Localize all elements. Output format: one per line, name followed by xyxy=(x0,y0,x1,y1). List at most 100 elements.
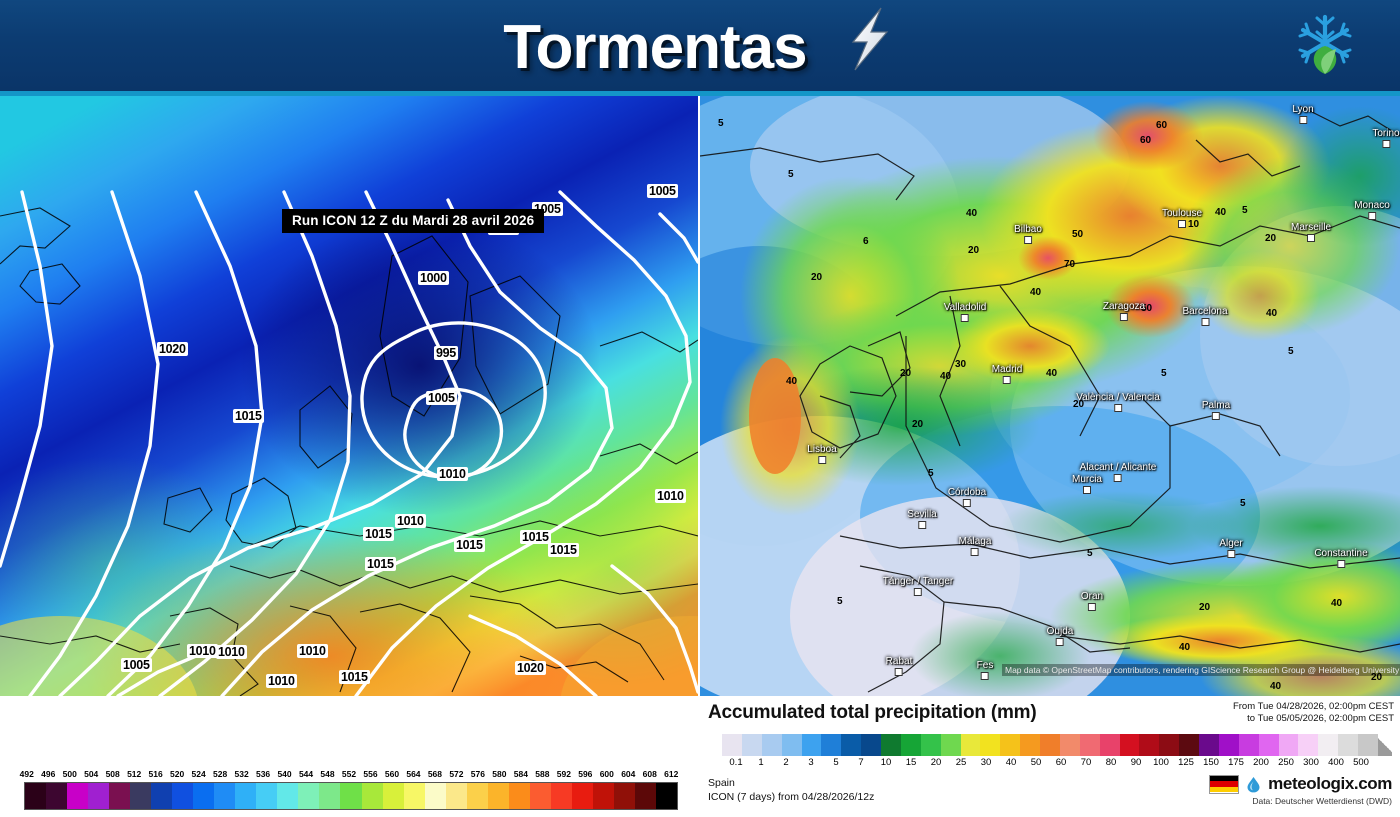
meteologix-brand[interactable]: meteologix.com Data: Deutscher Wetterdie… xyxy=(1209,774,1392,806)
city-label-text: Zaragoza xyxy=(1102,301,1146,312)
city-label: Toulouse xyxy=(1162,208,1202,228)
precip-colorbar xyxy=(708,734,1392,756)
colorbar-swatches xyxy=(722,734,1378,756)
city-label-text: Sevilla xyxy=(907,509,937,520)
geopotential-tick: 544 xyxy=(298,769,314,779)
geopotential-swatch xyxy=(487,783,509,809)
city-marker-icon xyxy=(1367,212,1376,220)
geopotential-tick: 584 xyxy=(513,769,528,779)
precip-swatch xyxy=(1298,734,1319,756)
geopotential-tick: 564 xyxy=(406,769,421,779)
city-marker-icon xyxy=(1002,376,1011,384)
colorbar-left-cap xyxy=(708,734,722,756)
precip-swatch xyxy=(1199,734,1219,756)
precip-contour-value: 40 xyxy=(1030,287,1042,298)
geopotential-swatch xyxy=(508,783,530,809)
geopotential-tick: 524 xyxy=(191,769,206,779)
precip-tick: 500 xyxy=(1353,757,1369,768)
precip-tick: 15 xyxy=(905,757,917,768)
precip-tick: 1 xyxy=(758,757,764,768)
geopotential-swatch xyxy=(445,783,467,809)
geopotential-swatch xyxy=(67,783,89,809)
geopotential-swatch xyxy=(25,783,47,809)
geopotential-swatch xyxy=(403,783,425,809)
geopotential-tick: 560 xyxy=(384,769,400,779)
precip-tick: 0.1 xyxy=(729,757,743,768)
precip-contour-value: 6 xyxy=(863,236,869,247)
geopotential-tick: 588 xyxy=(535,769,550,779)
precip-tick: 50 xyxy=(1030,757,1042,768)
isobar-label: 1020 xyxy=(515,661,546,675)
precip-contour-value: 70 xyxy=(1064,259,1076,270)
city-label-text: Lyon xyxy=(1292,104,1314,115)
precip-contour-value: 50 xyxy=(1141,303,1153,314)
precip-swatch xyxy=(1000,734,1021,756)
precip-swatch xyxy=(960,734,981,756)
city-marker-icon xyxy=(1178,220,1186,228)
precip-tick: 3 xyxy=(808,757,814,768)
city-marker-icon xyxy=(1211,412,1220,420)
city-marker-icon xyxy=(1056,638,1064,646)
precip-contour-value: 10 xyxy=(1188,219,1200,230)
precip-contour-value: 20 xyxy=(1265,233,1277,244)
precip-swatch xyxy=(821,734,842,756)
precip-swatch xyxy=(801,734,822,756)
isobar-label: 1015 xyxy=(454,538,485,552)
city-label-text: Rabat xyxy=(885,656,913,667)
city-marker-icon xyxy=(961,314,969,322)
snowflake-leaf-logo xyxy=(1292,12,1358,80)
geopotential-swatch xyxy=(340,783,362,809)
pressure-map-panel[interactable]: Run ICON 12 Z du Mardi 28 avril 2026 Cop… xyxy=(0,96,698,696)
precip-tick: 70 xyxy=(1080,757,1092,768)
precip-contour-value: 60 xyxy=(1140,135,1152,146)
precip-contour-value: 5 xyxy=(1288,346,1294,357)
city-label: Constantine xyxy=(1314,548,1368,568)
precip-swatch xyxy=(722,734,742,756)
isobar-label: 1020 xyxy=(157,342,188,356)
geopotential-swatch xyxy=(571,783,593,809)
geopotential-tick: 572 xyxy=(449,769,464,779)
precip-contour-value: 40 xyxy=(786,376,798,387)
geopotential-swatch xyxy=(466,783,488,809)
precip-contour-value: 20 xyxy=(912,419,924,430)
isobar-label: 1015 xyxy=(233,409,264,423)
precip-contour-value: 20 xyxy=(900,368,912,379)
precip-tick: 7 xyxy=(858,757,864,768)
city-label: Oujda xyxy=(1047,626,1073,646)
city-label-text: Monaco xyxy=(1354,200,1390,211)
precip-tick: 25 xyxy=(955,757,967,768)
isobar-label: 1010 xyxy=(266,674,297,688)
isobar-label: 1005 xyxy=(121,658,152,672)
geopotential-tick: 568 xyxy=(427,769,443,779)
precip-contour-value: 20 xyxy=(1073,399,1085,410)
precip-contour-value: 40 xyxy=(1179,642,1191,653)
precip-swatch xyxy=(1079,734,1100,756)
precip-contour-value: 5 xyxy=(1087,548,1093,559)
precip-tick: 80 xyxy=(1105,757,1117,768)
city-label-text: Málaga xyxy=(958,536,992,547)
precip-tick: 125 xyxy=(1178,757,1194,768)
precip-contour-value: 30 xyxy=(955,359,967,370)
precip-contour-value: 50 xyxy=(1072,229,1084,240)
isobar-label: 1015 xyxy=(365,557,396,571)
pressure-field xyxy=(0,96,698,696)
pressure-contour-graphic xyxy=(0,96,698,696)
precip-tick: 2 xyxy=(783,757,789,768)
geopotential-swatch xyxy=(529,783,551,809)
precip-swatch xyxy=(1020,734,1040,756)
precip-swatch xyxy=(1218,734,1239,756)
precipitation-map-panel[interactable]: 5 5 6 20 40 40 60 60 50 70 50 10 40 20 40 5 20 40 20 30 40 40… xyxy=(700,96,1400,696)
precip-tick: 400 xyxy=(1328,757,1344,768)
isobar-label: 1010 xyxy=(297,644,328,658)
geopotential-swatch xyxy=(592,783,614,809)
osm-attribution: Map data © OpenStreetMap contributors, r… xyxy=(1002,664,1400,676)
precip-swatch xyxy=(1278,734,1299,756)
geopotential-tick: 552 xyxy=(341,769,357,779)
precipitation-field-graphic xyxy=(700,96,1400,696)
city-label: Alger xyxy=(1219,538,1243,558)
city-marker-icon xyxy=(1114,474,1122,482)
city-label-text: Constantine xyxy=(1314,548,1368,559)
geopotential-tick: 520 xyxy=(170,769,185,779)
precip-time-range: From Tue 04/28/2026, 02:00pm CEST to Tue… xyxy=(1233,701,1394,725)
